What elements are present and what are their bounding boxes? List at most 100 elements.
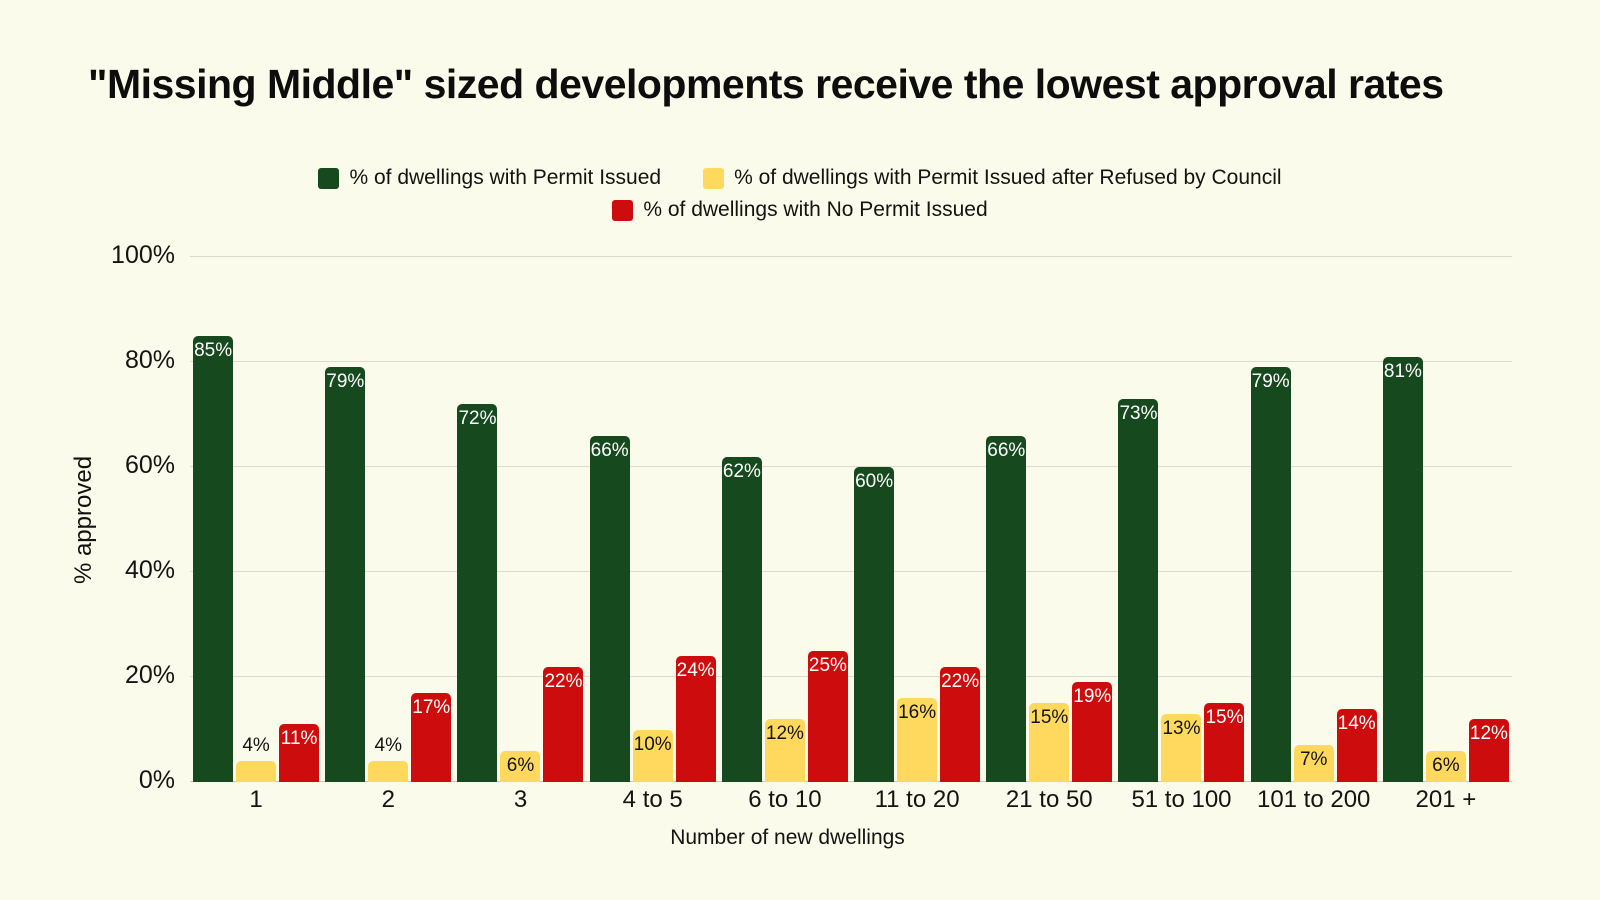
bar-value-label: 22% — [544, 670, 583, 692]
bar-permit-issued-after-refusal-11-to-20: 16% — [897, 698, 938, 782]
bar-no-permit-issued-11-to-20: 22% — [940, 666, 981, 782]
bar-value-label: 22% — [941, 670, 980, 692]
bar-group-2: 79% 4% 17% — [322, 257, 454, 782]
bar-group-3: 72% 6% 22% — [454, 257, 586, 782]
bar-value-label: 85% — [194, 339, 233, 361]
bar-group-11-to-20: 60% 16% 22% — [851, 257, 983, 782]
bar-value-label: 4% — [374, 735, 403, 756]
bar-value-label: 14% — [1337, 712, 1376, 734]
bar-value-label: 11% — [280, 728, 318, 750]
bar-permit-issued-after-refusal-1: 4% — [236, 736, 277, 782]
bar-permit-issued-after-refusal-4-to-5: 10% — [632, 729, 673, 782]
bar-group-1: 85% 4% 11% — [190, 257, 322, 782]
bar-value-label: 17% — [412, 696, 451, 718]
bar-permit-issued-3: 72% — [457, 404, 498, 782]
bar-value-label: 19% — [1073, 686, 1112, 708]
y-tick-label: 80% — [124, 346, 175, 374]
bars-container: 85% 4% 11% 79% 4% 17% 72% 6% 22% 66% 10% 24% 62% 12% 2… — [190, 257, 1512, 782]
bar-group-51-to-100: 73% 13% 15% — [1115, 257, 1247, 782]
bar-value-label: 73% — [1119, 402, 1158, 424]
plot-area: 85% 4% 11% 79% 4% 17% 72% 6% 22% 66% 10% 24% 62% 12% 2… — [190, 256, 1512, 782]
bar-value-label: 81% — [1383, 360, 1422, 382]
gridline — [190, 571, 1512, 572]
bar-value-label: 66% — [987, 439, 1026, 461]
y-tick-label: 60% — [124, 451, 175, 479]
bar-permit-issued-after-refusal-51-to-100: 13% — [1161, 713, 1202, 782]
bar-value-label: 62% — [722, 460, 761, 482]
bar-no-permit-issued-2: 17% — [411, 692, 452, 782]
x-tick-label: 51 to 100 — [1131, 786, 1232, 813]
bar-no-permit-issued-201-plus: 12% — [1468, 719, 1509, 782]
x-tick-label: 101 to 200 — [1256, 786, 1371, 813]
legend-item-permit-issued-after-refusal: % of dwellings with Permit Issued after … — [703, 166, 1282, 190]
gridline — [190, 256, 1512, 257]
bar-no-permit-issued-6-to-10: 25% — [807, 650, 848, 782]
gridline — [190, 361, 1512, 362]
x-tick-label: 4 to 5 — [622, 786, 683, 813]
bar-permit-issued-101-to-200: 79% — [1250, 367, 1291, 782]
bar-group-21-to-50: 66% 15% 19% — [983, 257, 1115, 782]
legend-swatch-no-permit-issued — [612, 199, 634, 221]
bar-permit-issued-after-refusal-6-to-10: 12% — [764, 719, 805, 782]
chart-title: "Missing Middle" sized developments rece… — [88, 61, 1444, 107]
bar-permit-issued-1: 85% — [193, 335, 234, 782]
x-axis-ticks: 1 2 3 4 to 5 6 to 10 11 to 20 21 to 50 51 to 10… — [190, 786, 1512, 814]
legend-label: % of dwellings with Permit Issued after … — [734, 166, 1282, 189]
bar-no-permit-issued-3: 22% — [543, 666, 584, 782]
legend-label: % of dwellings with No Permit Issued — [643, 198, 988, 221]
bar-value-label: 25% — [808, 654, 847, 676]
bar-value-label: 24% — [676, 660, 715, 681]
x-axis-line — [190, 781, 1512, 782]
x-tick-label: 2 — [381, 786, 395, 813]
bar-value-label: 10% — [633, 733, 672, 755]
x-tick-label: 3 — [513, 786, 528, 813]
bar-no-permit-issued-101-to-200: 14% — [1336, 708, 1377, 782]
bar-group-6-to-10: 62% 12% 25% — [719, 257, 851, 782]
gridline — [190, 676, 1512, 677]
bar-permit-issued-11-to-20: 60% — [854, 467, 895, 782]
bar-group-101-to-200: 79% 7% 14% — [1248, 257, 1380, 782]
gridline — [190, 466, 1512, 467]
bar-permit-issued-after-refusal-201-plus: 6% — [1425, 750, 1466, 782]
bar-permit-issued-after-refusal-101-to-200: 7% — [1293, 745, 1334, 782]
bar-value-label: 6% — [1432, 754, 1460, 776]
bar-value-label: 7% — [1299, 749, 1328, 771]
bar-value-label: 12% — [1469, 723, 1508, 744]
bar-value-label: 79% — [326, 371, 365, 393]
legend-item-no-permit-issued: % of dwellings with No Permit Issued — [612, 198, 988, 222]
bar-value-label: 16% — [898, 702, 937, 723]
bar-no-permit-issued-1: 11% — [279, 724, 320, 782]
bar-group-4-to-5: 66% 10% 24% — [587, 257, 719, 782]
x-tick-label: 21 to 50 — [1005, 786, 1093, 813]
bar-value-label: 15% — [1030, 707, 1069, 729]
bar-permit-issued-6-to-10: 62% — [721, 456, 762, 782]
bar-no-permit-issued-51-to-100: 15% — [1204, 703, 1245, 782]
y-tick-label: 100% — [111, 241, 175, 269]
x-tick-label: 201 + — [1415, 786, 1477, 813]
chart-legend: % of dwellings with Permit Issued % of dw… — [220, 166, 1380, 222]
bar-permit-issued-after-refusal-2: 4% — [368, 736, 409, 782]
x-tick-label: 6 to 10 — [748, 786, 822, 813]
bar-group-201-plus: 81% 6% 12% — [1380, 257, 1512, 782]
bar-no-permit-issued-4-to-5: 24% — [675, 656, 716, 782]
y-tick-label: 40% — [124, 556, 175, 584]
x-axis-title: Number of new dwellings — [670, 826, 905, 849]
y-tick-label: 0% — [138, 766, 175, 794]
bar-value-label: 4% — [242, 735, 270, 756]
bar-permit-issued-201-plus: 81% — [1382, 356, 1423, 782]
legend-item-permit-issued: % of dwellings with Permit Issued — [318, 166, 661, 190]
legend-label: % of dwellings with Permit Issued — [349, 166, 662, 189]
bar-permit-issued-after-refusal-21-to-50: 15% — [1029, 703, 1070, 782]
bar-permit-issued-51-to-100: 73% — [1118, 398, 1159, 782]
bar-value-label: 13% — [1162, 717, 1201, 739]
bar-no-permit-issued-21-to-50: 19% — [1072, 682, 1113, 782]
bar-permit-issued-2: 79% — [325, 367, 366, 782]
bar-value-label: 79% — [1251, 371, 1290, 393]
x-tick-label: 1 — [249, 786, 263, 813]
bar-permit-issued-after-refusal-3: 6% — [500, 750, 541, 782]
y-axis-ticks: 0% 20% 40% 60% 80% 100% — [40, 241, 175, 794]
legend-swatch-permit-issued-after-refusal — [703, 167, 725, 189]
legend-swatch-permit-issued — [318, 167, 340, 189]
bar-permit-issued-21-to-50: 66% — [986, 435, 1027, 782]
